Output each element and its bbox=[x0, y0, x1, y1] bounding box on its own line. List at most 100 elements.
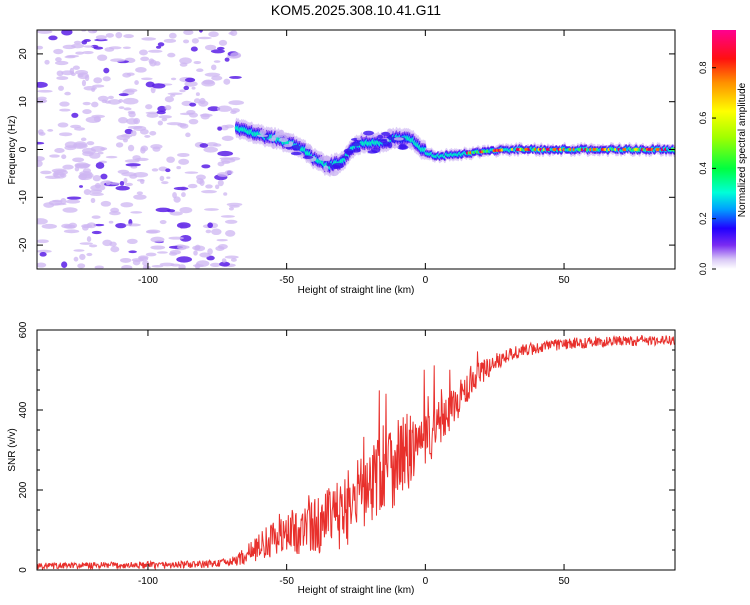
ridge-speckle bbox=[259, 129, 267, 135]
noise-speckle bbox=[108, 95, 114, 100]
ridge-speckle bbox=[332, 162, 344, 169]
noise-speckle bbox=[142, 264, 149, 269]
noise-speckle bbox=[149, 130, 157, 136]
noise-speckle bbox=[135, 157, 149, 162]
noise-speckle bbox=[122, 97, 139, 105]
noise-speckle bbox=[181, 192, 186, 198]
snr-x-axis: -100 -50 0 50 bbox=[138, 330, 570, 587]
noise-speckle bbox=[64, 145, 77, 151]
noise-speckle bbox=[140, 56, 150, 62]
noise-speckle bbox=[140, 77, 153, 81]
snr-y-tick-label: 400 bbox=[18, 401, 29, 418]
noise-speckle bbox=[157, 120, 163, 126]
ridge-speckle bbox=[367, 135, 376, 138]
noise-speckle bbox=[193, 60, 202, 65]
noise-speckle bbox=[191, 86, 196, 90]
noise-speckle bbox=[220, 215, 235, 218]
noise-speckle bbox=[62, 164, 74, 170]
colorbar-tick-label: 0.4 bbox=[698, 162, 708, 175]
noise-speckle bbox=[145, 252, 157, 257]
noise-speckle bbox=[199, 113, 213, 117]
noise-speckle bbox=[158, 115, 172, 119]
ridge-speckle bbox=[379, 139, 388, 144]
ridge-speckle bbox=[291, 144, 301, 151]
noise-speckle bbox=[127, 125, 143, 129]
noise-speckle bbox=[75, 163, 91, 167]
noise-speckle bbox=[163, 38, 177, 43]
snr-x-tick-label: 0 bbox=[423, 576, 429, 587]
ridge-speckle bbox=[290, 151, 302, 156]
noise-speckle bbox=[211, 228, 222, 236]
noise-speckle bbox=[41, 100, 46, 103]
noise-speckle bbox=[37, 262, 47, 268]
noise-speckle bbox=[105, 180, 111, 186]
noise-speckle bbox=[211, 75, 223, 81]
noise-speckle bbox=[82, 101, 91, 106]
spectrogram-x-axis: -100 -50 0 50 bbox=[138, 30, 570, 286]
noise-speckle bbox=[130, 211, 143, 214]
noise-speckle bbox=[93, 77, 103, 84]
noise-speckle bbox=[152, 146, 161, 152]
noise-speckle bbox=[123, 107, 132, 111]
noise-speckle bbox=[86, 141, 95, 146]
noise-speckle bbox=[37, 89, 53, 93]
noise-speckle bbox=[226, 202, 243, 207]
noise-speckle bbox=[115, 142, 124, 148]
noise-speckle bbox=[140, 179, 145, 185]
noise-speckle bbox=[91, 114, 106, 119]
noise-speckle bbox=[161, 181, 169, 185]
noise-speckle bbox=[61, 154, 67, 160]
noise-speckle bbox=[103, 67, 110, 74]
noise-speckle bbox=[82, 151, 94, 157]
ridge-speckle bbox=[271, 135, 277, 140]
noise-speckle bbox=[109, 182, 121, 185]
noise-speckle bbox=[65, 199, 81, 204]
noise-speckle bbox=[199, 143, 209, 148]
noise-speckle bbox=[56, 76, 69, 81]
noise-speckle bbox=[73, 127, 86, 131]
noise-speckle bbox=[90, 197, 96, 204]
noise-speckle bbox=[123, 177, 128, 184]
noise-speckle bbox=[219, 261, 230, 267]
noise-speckle bbox=[110, 58, 125, 63]
noise-speckle bbox=[82, 225, 89, 231]
noise-speckle bbox=[223, 78, 231, 85]
ridge-speckle bbox=[407, 142, 413, 149]
noise-speckle bbox=[108, 220, 114, 224]
noise-speckle bbox=[58, 85, 64, 91]
noise-speckle bbox=[125, 163, 141, 167]
ridge-speckle bbox=[323, 155, 331, 162]
noise-speckle bbox=[121, 265, 133, 269]
noise-speckle bbox=[91, 87, 96, 92]
noise-speckle bbox=[221, 258, 227, 263]
noise-speckle bbox=[37, 45, 44, 50]
noise-speckle bbox=[92, 84, 105, 88]
spectrogram-y-label: Frequency (Hz) bbox=[7, 116, 18, 185]
snr-x-tick-label: 50 bbox=[558, 576, 570, 587]
noise-speckle bbox=[166, 209, 176, 213]
noise-speckle bbox=[79, 253, 86, 260]
noise-speckle bbox=[115, 31, 123, 39]
noise-speckle bbox=[102, 76, 111, 82]
noise-speckle bbox=[127, 144, 135, 152]
noise-speckle bbox=[169, 211, 183, 216]
noise-speckle bbox=[199, 179, 205, 187]
colorbar-ticks: 0.0 0.2 0.4 0.6 0.8 bbox=[698, 61, 716, 275]
noise-speckle bbox=[204, 208, 219, 211]
noise-speckle bbox=[49, 154, 60, 158]
noise-speckle bbox=[197, 36, 212, 40]
ridge-speckle bbox=[393, 137, 404, 141]
noise-speckle bbox=[157, 251, 168, 254]
noise-speckle bbox=[86, 252, 93, 257]
noise-speckle bbox=[122, 138, 128, 143]
snr-frame bbox=[36, 329, 676, 571]
noise-speckle bbox=[168, 32, 177, 39]
noise-speckle bbox=[61, 70, 75, 76]
ridge-speckle bbox=[387, 142, 393, 149]
noise-speckle bbox=[176, 165, 182, 170]
noise-speckle bbox=[71, 43, 85, 49]
colorbar: 0.0 0.2 0.4 0.6 0.8 Normalized spectral ampl… bbox=[698, 30, 748, 275]
noise-speckle bbox=[193, 250, 198, 256]
noise-speckle bbox=[207, 106, 221, 112]
